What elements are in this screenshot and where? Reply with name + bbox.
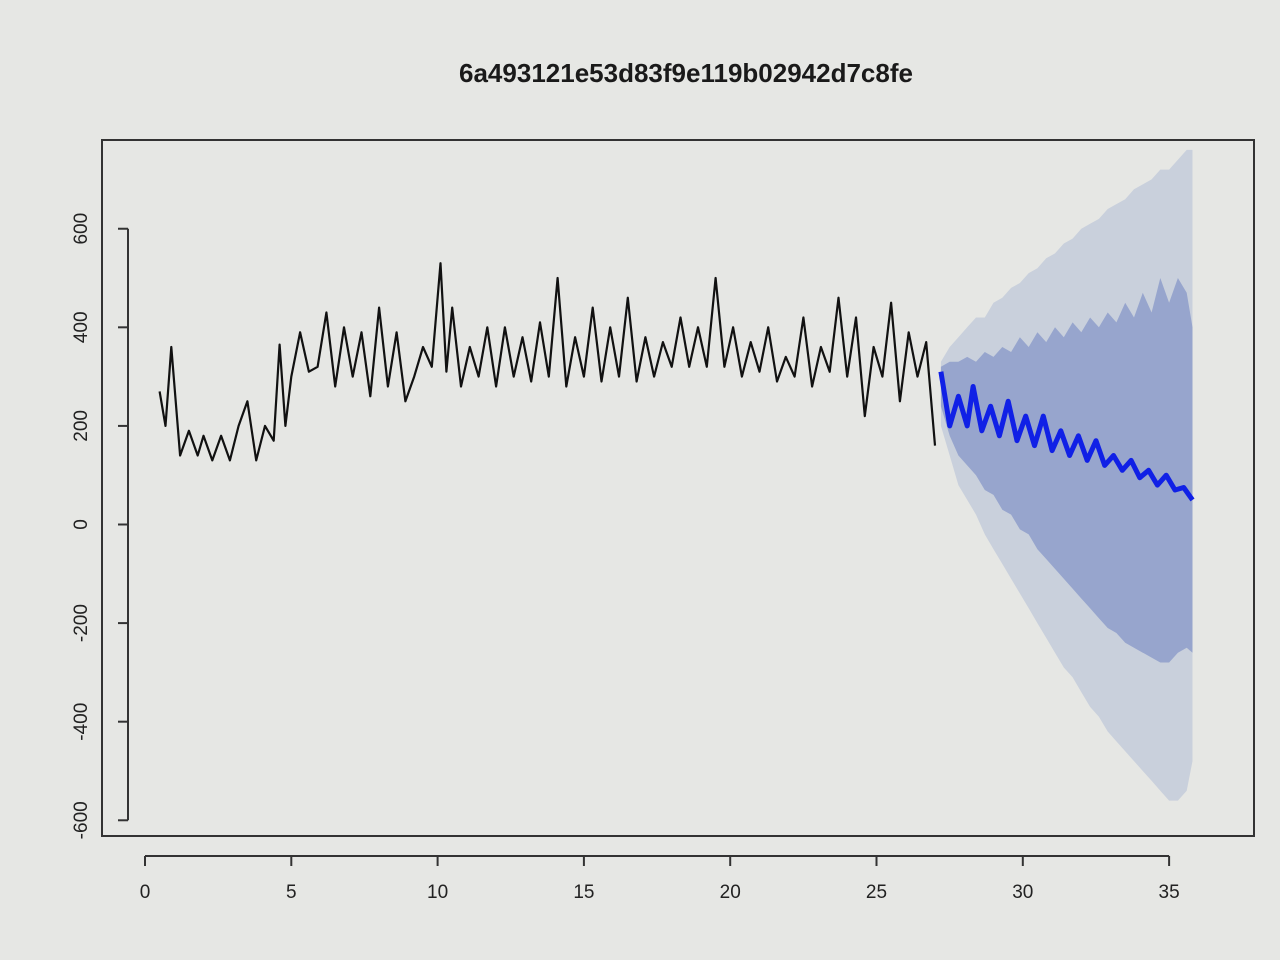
forecast-intervals (940, 149, 1193, 801)
y-tick-label: 600 (71, 213, 92, 245)
x-tick-label: 20 (720, 882, 741, 903)
y-tick-label: -200 (71, 604, 92, 642)
plot-frame (101, 139, 1255, 837)
x-tick-label: 10 (427, 882, 448, 903)
band-80 (940, 278, 1193, 663)
x-tick-label: 25 (866, 882, 887, 903)
chart-title: 6a493121e53d83f9e119b02942d7c8fe (459, 58, 913, 88)
y-tick-label: 400 (71, 311, 92, 343)
y-tick-label: -600 (71, 801, 92, 839)
forecast-line (938, 371, 1195, 502)
x-tick-label: 5 (286, 882, 297, 903)
x-tick-label: 35 (1159, 882, 1180, 903)
history-line (158, 262, 937, 462)
y-tick-label: 0 (71, 519, 92, 530)
x-tick-label: 0 (140, 882, 151, 903)
y-axis: -600 -400 -200 0 200 400 600 (71, 213, 129, 839)
y-tick-label: -400 (71, 703, 92, 741)
x-axis: 0 5 10 15 20 25 30 35 (140, 855, 1180, 903)
series-lines (158, 262, 1195, 502)
x-tick-label: 15 (573, 882, 594, 903)
y-tick-label: 200 (71, 410, 92, 442)
x-tick-label: 30 (1012, 882, 1033, 903)
